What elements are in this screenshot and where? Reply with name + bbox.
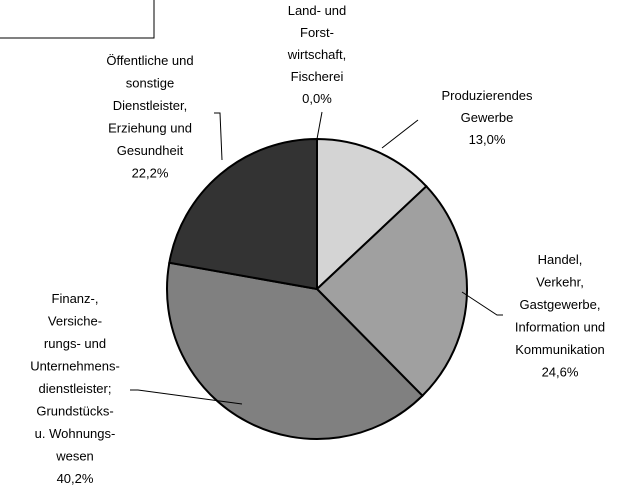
- label-line: Information und: [515, 320, 605, 335]
- leader-line: [381, 119, 419, 149]
- label-line: sonstige: [126, 76, 174, 91]
- label-line: wesen: [55, 449, 94, 464]
- pie-slice: [168, 137, 318, 291]
- label-line: Gesundheit: [117, 143, 184, 158]
- label-line: Versiche-: [48, 314, 102, 329]
- value-label: 24,6%: [542, 365, 579, 380]
- slice-label: Handel, Verkehr, Gastgewerbe, Information u…: [515, 252, 605, 380]
- slice-label: Öffentliche und sonstige Dienstleister, Erz…: [106, 53, 193, 181]
- label-line: Gastgewerbe,: [520, 297, 601, 312]
- label-line: Öffentliche und: [106, 53, 193, 68]
- label-line: Land- und: [288, 3, 347, 18]
- leader-line: [214, 112, 223, 161]
- value-label: 0,0%: [302, 91, 332, 106]
- label-line: Produzierendes: [441, 88, 533, 103]
- label-line: Dienstleister,: [113, 98, 187, 113]
- legend-box: [0, 0, 155, 39]
- label-line: Handel,: [538, 252, 583, 267]
- label-line: Unternehmens-: [30, 359, 120, 374]
- slice-label: Produzierendes Gewerbe 13,0%: [441, 88, 533, 147]
- label-line: Gewerbe: [461, 110, 514, 125]
- slice-label: Land- und Forst-wirtschaft, Fischerei 0,0%: [287, 3, 347, 106]
- leader-line: [461, 291, 503, 316]
- label-line: wirtschaft,: [287, 47, 347, 62]
- label-line: dienstleister;: [39, 381, 112, 396]
- label-line: Finanz-,: [52, 291, 99, 306]
- slice-label: Finanz-, Versiche-rungs- und Unternehmens-…: [30, 291, 120, 486]
- value-label: 13,0%: [469, 132, 506, 147]
- pie-slice: [315, 184, 468, 398]
- label-line: Grundstücks-: [36, 404, 113, 419]
- label-line: Verkehr,: [536, 275, 584, 290]
- label-line: Forst-: [300, 25, 334, 40]
- label-line: Fischerei: [291, 69, 344, 84]
- label-line: rungs- und: [44, 336, 106, 351]
- label-line: u. Wohnungs-: [35, 426, 116, 441]
- label-line: Kommunikation: [515, 342, 605, 357]
- pie-slice: [166, 261, 424, 440]
- value-label: 40,2%: [57, 471, 94, 486]
- value-label: 22,2%: [132, 166, 169, 181]
- leader-line: [316, 111, 323, 140]
- leader-line: [130, 389, 243, 405]
- pie-slice: [316, 137, 428, 292]
- label-line: Erziehung und: [108, 121, 192, 136]
